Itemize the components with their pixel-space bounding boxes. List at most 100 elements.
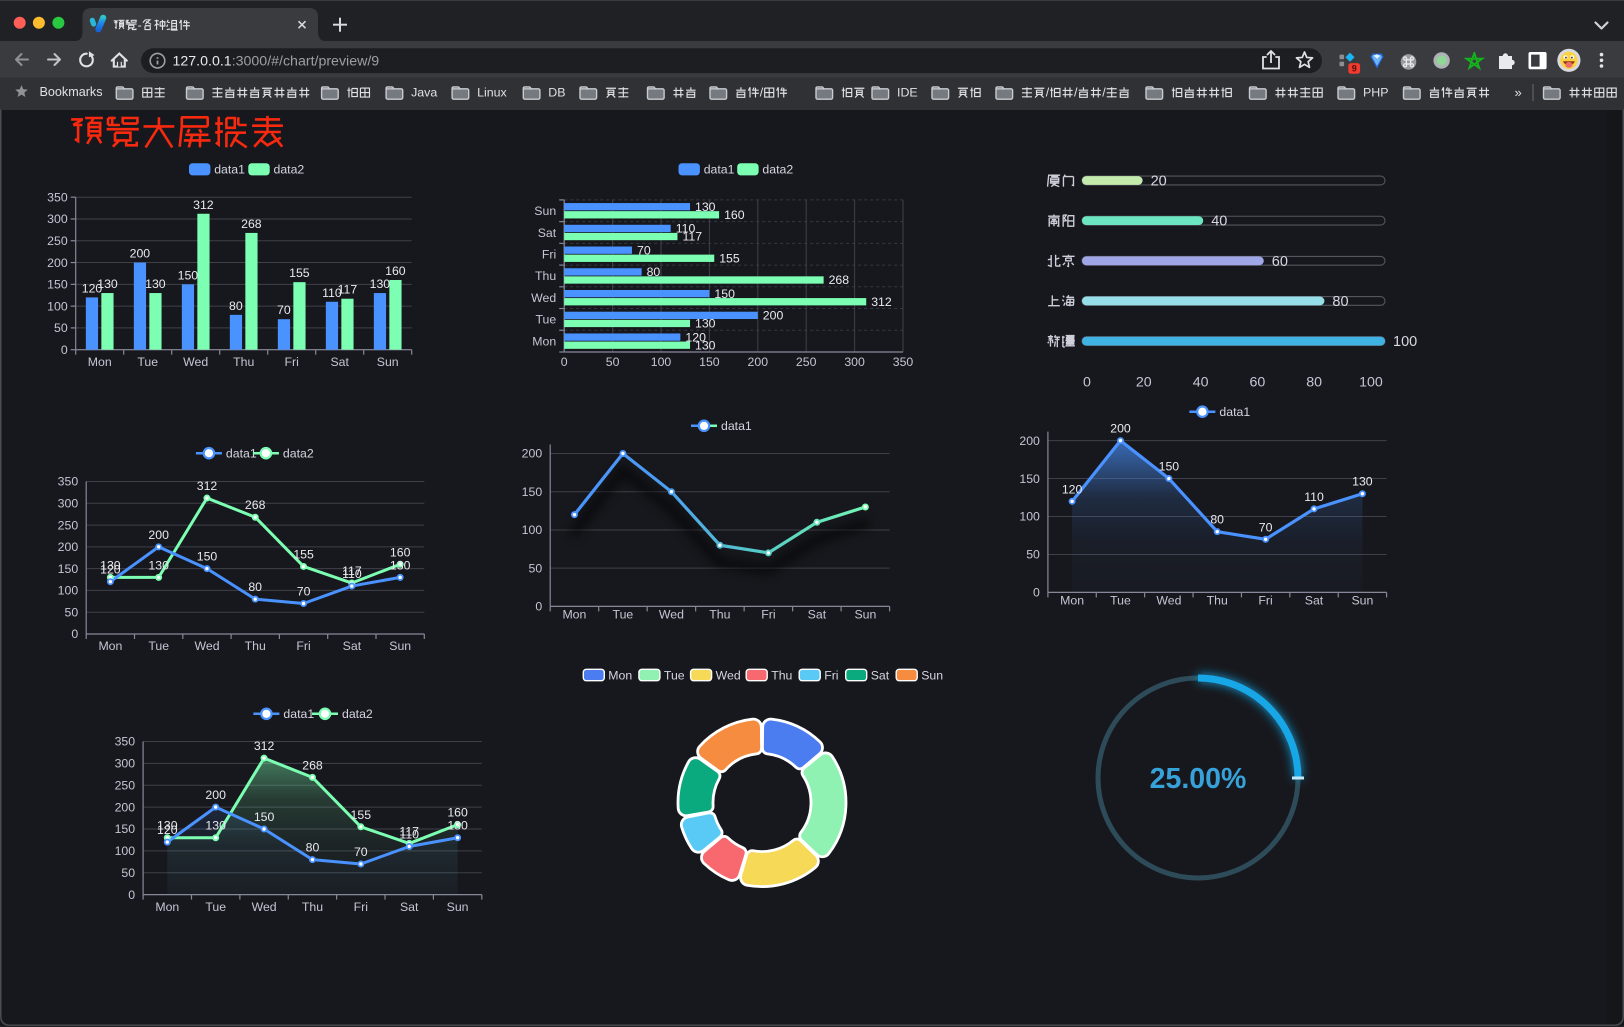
svg-text:127.0.0.1: 127.0.0.1: [173, 53, 232, 69]
svg-text:268: 268: [302, 758, 323, 772]
svg-text:Wed: Wed: [183, 355, 208, 369]
svg-text:Mon: Mon: [98, 639, 122, 653]
svg-text:data2: data2: [762, 163, 793, 177]
svg-text:Tue: Tue: [1110, 594, 1131, 608]
svg-text:50: 50: [529, 561, 543, 575]
svg-text:Mon: Mon: [608, 668, 632, 682]
svg-text:data2: data2: [283, 447, 314, 461]
svg-text:120: 120: [100, 563, 121, 577]
svg-text:/: /: [1102, 86, 1106, 100]
svg-text:130: 130: [1352, 475, 1373, 489]
svg-text:150: 150: [1019, 472, 1040, 486]
svg-text:Sat: Sat: [400, 900, 419, 914]
svg-text:130: 130: [695, 338, 716, 352]
svg-text:70: 70: [277, 303, 291, 317]
svg-text:117: 117: [342, 564, 362, 578]
svg-text:Tue: Tue: [613, 608, 634, 622]
svg-text:Thu: Thu: [709, 608, 730, 622]
svg-text:data1: data1: [1219, 405, 1250, 419]
svg-text:0: 0: [535, 600, 542, 614]
svg-text:312: 312: [197, 479, 218, 493]
svg-text:data1: data1: [214, 163, 245, 177]
svg-text:130: 130: [390, 558, 411, 572]
svg-text:300: 300: [47, 212, 68, 226]
svg-text:150: 150: [522, 485, 543, 499]
svg-text:70: 70: [354, 845, 368, 859]
svg-text::3000/#/chart/preview/9: :3000/#/chart/preview/9: [232, 53, 380, 69]
svg-text:100: 100: [47, 299, 68, 313]
svg-text:data2: data2: [274, 163, 305, 177]
svg-text:60: 60: [1272, 254, 1288, 270]
svg-text:70: 70: [1259, 520, 1273, 534]
svg-text:PHP: PHP: [1363, 86, 1388, 100]
svg-text:160: 160: [724, 208, 745, 222]
svg-text:»: »: [1515, 85, 1522, 100]
svg-text:150: 150: [197, 550, 218, 564]
svg-text:data1: data1: [226, 447, 257, 461]
svg-text:Wed: Wed: [194, 639, 219, 653]
svg-text:Fri: Fri: [761, 608, 775, 622]
svg-text:0: 0: [71, 627, 78, 641]
svg-text:200: 200: [522, 447, 543, 461]
svg-text:300: 300: [115, 757, 136, 771]
svg-text:80: 80: [1210, 513, 1224, 527]
svg-text:130: 130: [205, 819, 226, 833]
svg-text:200: 200: [130, 247, 151, 261]
svg-text:IDE: IDE: [897, 86, 918, 100]
svg-text:200: 200: [205, 788, 226, 802]
svg-text:100: 100: [522, 523, 543, 537]
svg-text:100: 100: [1393, 334, 1417, 350]
svg-text:110: 110: [342, 567, 362, 581]
svg-text:Tue: Tue: [664, 668, 685, 682]
svg-text:130: 130: [695, 317, 716, 331]
svg-text:250: 250: [47, 234, 68, 248]
svg-text:Mon: Mon: [1060, 594, 1084, 608]
svg-text:350: 350: [58, 475, 79, 489]
svg-text:50: 50: [121, 866, 135, 880]
svg-text:Sun: Sun: [534, 204, 556, 218]
svg-text:110: 110: [322, 286, 342, 300]
svg-text:100: 100: [1019, 510, 1040, 524]
svg-text:70: 70: [637, 243, 651, 257]
svg-text:Thu: Thu: [771, 668, 792, 682]
svg-text:80: 80: [306, 841, 320, 855]
svg-text:155: 155: [293, 548, 314, 562]
svg-text:Mon: Mon: [562, 608, 586, 622]
svg-text:Fri: Fri: [285, 355, 299, 369]
svg-text:20: 20: [1136, 375, 1152, 391]
svg-text:0: 0: [561, 355, 568, 369]
svg-text:Wed: Wed: [1156, 594, 1181, 608]
svg-text:130: 130: [97, 277, 118, 291]
svg-text:9: 9: [1352, 64, 1357, 74]
svg-text:50: 50: [606, 355, 620, 369]
svg-text:120: 120: [157, 823, 178, 837]
svg-text:150: 150: [58, 562, 79, 576]
svg-text:Java: Java: [411, 86, 437, 100]
svg-text:Sat: Sat: [538, 226, 557, 240]
svg-text:100: 100: [58, 584, 79, 598]
svg-text:Linux: Linux: [477, 86, 507, 100]
svg-text:Sun: Sun: [447, 900, 469, 914]
svg-text:40: 40: [1211, 214, 1227, 230]
svg-text:/: /: [760, 86, 764, 100]
svg-text:155: 155: [351, 808, 372, 822]
svg-text:312: 312: [193, 198, 214, 212]
svg-text:20: 20: [1151, 174, 1167, 190]
svg-text:150: 150: [1159, 460, 1180, 474]
svg-text:312: 312: [254, 739, 275, 753]
svg-text:120: 120: [82, 281, 103, 295]
svg-text:150: 150: [699, 355, 720, 369]
svg-text:200: 200: [47, 256, 68, 270]
svg-text:250: 250: [58, 518, 79, 532]
svg-text:250: 250: [796, 355, 817, 369]
svg-text:Fri: Fri: [1258, 594, 1272, 608]
svg-text:Sat: Sat: [330, 355, 349, 369]
svg-text:0: 0: [128, 888, 135, 902]
svg-text:200: 200: [115, 800, 136, 814]
svg-text:120: 120: [685, 330, 706, 344]
svg-text:200: 200: [58, 540, 79, 554]
svg-text:Sat: Sat: [871, 668, 890, 682]
svg-text:25.00%: 25.00%: [1150, 763, 1247, 795]
svg-text:130: 130: [145, 277, 166, 291]
svg-text:data1: data1: [704, 163, 735, 177]
